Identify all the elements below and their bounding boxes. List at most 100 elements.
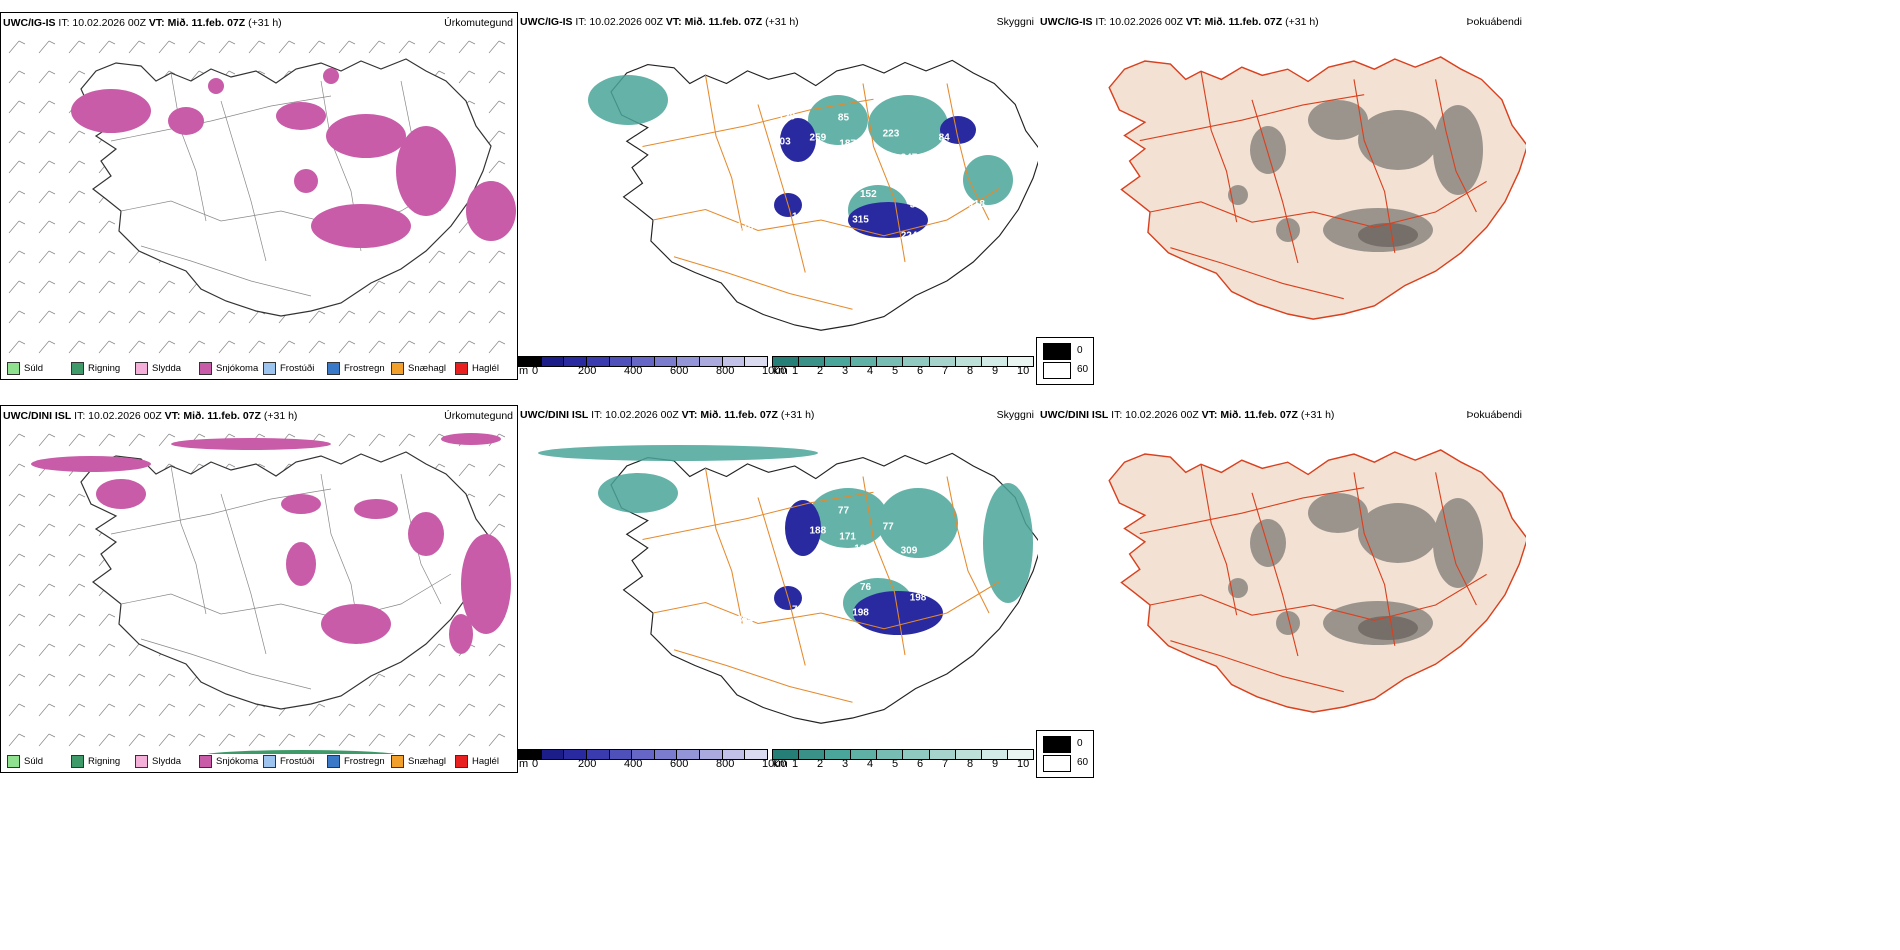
legend-item-slydda: Slydda bbox=[135, 362, 181, 375]
height-tick: 200 bbox=[578, 758, 597, 770]
visibility-value: 153 bbox=[749, 587, 766, 598]
legend-swatch bbox=[327, 755, 340, 768]
legend-label: Frostúði bbox=[280, 363, 315, 374]
panel-title: Skyggni bbox=[996, 16, 1034, 28]
visibility-value: 76 bbox=[860, 582, 872, 593]
panel-title: Þokuábendi bbox=[1466, 409, 1522, 421]
visibility-value: 56 bbox=[743, 91, 755, 102]
fog-map bbox=[1108, 449, 1526, 713]
precip-type-legend: Súld Rigning Slydda Snjókoma Frostúði Frostre… bbox=[1, 353, 517, 379]
visibility-value: 148 bbox=[784, 567, 801, 578]
vis-colorbar-2: km 1 2 3 4 5 6 7 8 9 10 bbox=[772, 749, 1036, 771]
visibility-map: 316 29 89 152 117 93 126 56 99 33 187 315 322 347 178 2… bbox=[588, 59, 1038, 331]
fog-map bbox=[1108, 56, 1526, 320]
height-tick: 400 bbox=[624, 365, 643, 377]
rain-area bbox=[206, 750, 396, 754]
visibility-value: 403 bbox=[774, 137, 791, 148]
road-network bbox=[1139, 464, 1487, 693]
fog-panel-1: UWC/IG-IS IT: 10.02.2026 00Z VT: Mið. 11… bbox=[1038, 12, 1526, 380]
snow-areas bbox=[71, 68, 516, 248]
legend-swatch bbox=[199, 755, 212, 768]
visibility-panel-2: UWC/DINI ISL IT: 10.02.2026 00Z VT: Mið.… bbox=[518, 405, 1038, 773]
road-network bbox=[642, 468, 1000, 703]
vis-tick: 6 bbox=[917, 365, 924, 377]
visibility-value: 223 bbox=[883, 129, 900, 140]
legend-item-frostregn: Frostregn bbox=[327, 755, 385, 768]
visibility-value: 79 bbox=[792, 605, 804, 616]
visibility-value: 192 bbox=[743, 484, 760, 495]
fog-legend-1: 0 60 bbox=[1036, 337, 1094, 385]
legend-label: Snæhagl bbox=[408, 363, 447, 374]
visibility-value: 171 bbox=[839, 532, 856, 543]
panel-header: UWC/IG-IS IT: 10.02.2026 00Z VT: Mið. 11… bbox=[3, 17, 282, 29]
height-tick: 0 bbox=[532, 758, 539, 770]
vis-tick: 7 bbox=[942, 365, 949, 377]
visibility-value: 75 bbox=[890, 568, 902, 579]
visibility-value: 99 bbox=[890, 175, 902, 186]
height-tick: 0 bbox=[532, 365, 539, 377]
legend-swatch bbox=[7, 755, 20, 768]
vis-tick: 2 bbox=[817, 758, 824, 770]
vis-tick: 9 bbox=[992, 365, 999, 377]
visibility-value: 130 bbox=[670, 513, 687, 524]
vis-colorbar-1: km 1 2 3 4 5 6 7 8 9 10 bbox=[772, 356, 1036, 378]
panel-header: UWC/DINI ISL IT: 10.02.2026 00Z VT: Mið.… bbox=[520, 409, 815, 421]
precip-panel-2: UWC/DINI ISL IT: 10.02.2026 00Z VT: Mið.… bbox=[0, 405, 518, 773]
legend-swatch bbox=[71, 755, 84, 768]
legend-label: Rigning bbox=[88, 756, 121, 767]
snow-areas bbox=[31, 433, 511, 654]
legend-swatch bbox=[455, 755, 468, 768]
precip-panel-1: UWC/IG-IS IT: 10.02.2026 00Z VT: Mið. 11… bbox=[0, 12, 518, 380]
legend-label: Slydda bbox=[152, 363, 182, 374]
visibility-value: 92 bbox=[774, 530, 786, 541]
legend-swatch bbox=[7, 362, 20, 375]
legend-item-frostregn: Frostregn bbox=[327, 362, 385, 375]
visibility-value: 79 bbox=[831, 479, 843, 490]
visibility-value: 152 bbox=[860, 189, 877, 200]
height-tick: 600 bbox=[670, 758, 689, 770]
legend-label: Slydda bbox=[152, 756, 182, 767]
legend-label: Súld bbox=[24, 363, 44, 374]
legend-label: Frostregn bbox=[344, 756, 385, 767]
legend-label: Súld bbox=[24, 756, 44, 767]
legend-label: Frostúði bbox=[280, 756, 315, 767]
road-network bbox=[642, 75, 1000, 310]
height-tick: 600 bbox=[670, 365, 689, 377]
vis-tick: 7 bbox=[942, 758, 949, 770]
visibility-value: 175 bbox=[693, 582, 710, 593]
legend-label: Frostregn bbox=[344, 363, 385, 374]
legend-item-haglél: Haglél bbox=[455, 362, 499, 375]
legend-swatch bbox=[135, 755, 148, 768]
vis-unit: km bbox=[773, 365, 788, 377]
legend-item-snjókoma: Snjókoma bbox=[199, 755, 258, 768]
visibility-value: 322 bbox=[670, 120, 687, 131]
legend-label: Haglél bbox=[472, 363, 499, 374]
legend-item-rigning: Rigning bbox=[71, 755, 120, 768]
legend-swatch bbox=[391, 362, 404, 375]
visibility-value: 384 bbox=[737, 615, 754, 626]
visibility-value: 309 bbox=[901, 545, 918, 556]
road-network bbox=[110, 465, 452, 690]
legend-swatch bbox=[455, 362, 468, 375]
visibility-value: 117 bbox=[641, 560, 658, 571]
visibility-value: 347 bbox=[901, 152, 918, 163]
legend-item-haglél: Haglél bbox=[455, 755, 499, 768]
legend-item-snæhagl: Snæhagl bbox=[391, 362, 446, 375]
vis-tick: 8 bbox=[967, 365, 974, 377]
height-tick: 800 bbox=[716, 365, 735, 377]
legend-swatch bbox=[263, 362, 276, 375]
visibility-value: 125 bbox=[854, 543, 871, 554]
visibility-value: 89 bbox=[831, 86, 843, 97]
vis-tick: 4 bbox=[867, 365, 874, 377]
height-colorbar-1: m 0 200 400 600 800 1000 bbox=[518, 356, 786, 378]
visibility-value: 77 bbox=[883, 522, 895, 533]
visibility-value: 128 bbox=[778, 111, 795, 122]
visibility-map: 322 153 79 76 80 125 79 192 75 175 171 198 130 309 384… bbox=[538, 445, 1038, 724]
legend-item-slydda: Slydda bbox=[135, 755, 181, 768]
legend-item-frostúði: Frostúði bbox=[263, 362, 314, 375]
visibility-value: 117 bbox=[692, 151, 709, 162]
visibility-value: 224 bbox=[901, 231, 918, 242]
legend-label: Rigning bbox=[88, 363, 121, 374]
panel-header: UWC/DINI ISL IT: 10.02.2026 00Z VT: Mið.… bbox=[3, 410, 298, 422]
legend-swatch bbox=[135, 362, 148, 375]
